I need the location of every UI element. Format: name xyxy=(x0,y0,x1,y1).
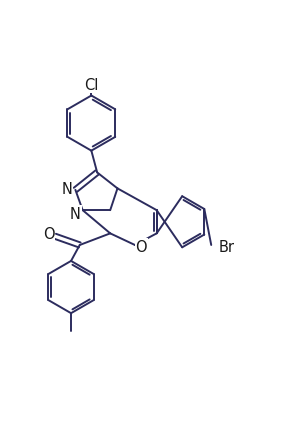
Text: O: O xyxy=(43,227,54,242)
Text: Cl: Cl xyxy=(84,78,98,93)
Text: O: O xyxy=(135,240,147,254)
Text: N: N xyxy=(62,181,73,197)
Text: N: N xyxy=(70,206,81,221)
Text: Br: Br xyxy=(218,240,234,254)
